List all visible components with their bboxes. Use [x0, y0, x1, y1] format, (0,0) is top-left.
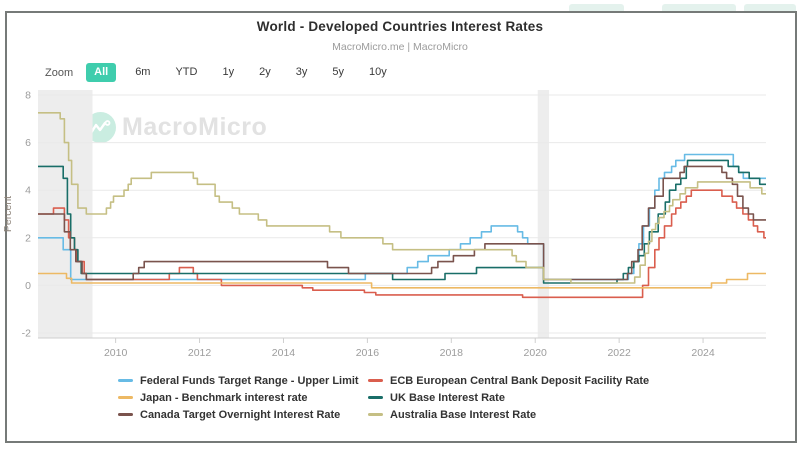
- chart-source-subtitle: MacroMicro.me | MacroMicro: [332, 41, 468, 53]
- x-tick-label: 2016: [356, 347, 380, 359]
- zoom-range-2y-button[interactable]: 2y: [259, 66, 271, 78]
- y-tick-label: 4: [25, 185, 31, 197]
- legend-dash-icon: [118, 413, 133, 416]
- zoom-label: Zoom: [45, 66, 74, 79]
- legend-dash-icon: [118, 396, 133, 399]
- zoom-toolbar: Zoom All 6m YTD 1y 2y 3y 5y 10y: [45, 63, 393, 82]
- y-tick-label: 8: [25, 90, 31, 102]
- zoom-range-ytd-button[interactable]: YTD: [175, 66, 198, 78]
- series-line[interactable]: [38, 272, 766, 289]
- series-line[interactable]: [38, 153, 766, 281]
- series-line[interactable]: [38, 165, 766, 281]
- x-tick-label: 2022: [607, 347, 631, 359]
- y-tick-label: 0: [25, 280, 31, 292]
- legend-dash-icon: [368, 396, 383, 399]
- legend-item-australia[interactable]: Australia Base Interest Rate: [368, 408, 649, 421]
- y-tick-label: 6: [25, 137, 31, 149]
- legend-dash-icon: [368, 379, 383, 382]
- zoom-range-3y-button[interactable]: 3y: [295, 66, 308, 78]
- x-tick-label: 2014: [272, 347, 296, 359]
- zoom-range-all-button[interactable]: All: [86, 63, 117, 82]
- x-tick-label: 2012: [188, 347, 212, 359]
- series-line[interactable]: [38, 112, 766, 284]
- zoom-range-1y-button[interactable]: 1y: [222, 66, 235, 78]
- y-tick-label: 2: [25, 232, 31, 244]
- legend-item-japan[interactable]: Japan - Benchmark interest rate: [118, 391, 368, 404]
- legend-dash-icon: [368, 413, 383, 416]
- series-line[interactable]: [38, 189, 766, 299]
- x-tick-label: 2020: [524, 347, 548, 359]
- legend-item-canada[interactable]: Canada Target Overnight Interest Rate: [118, 408, 368, 421]
- x-tick-label: 2018: [440, 347, 464, 359]
- zoom-range-5y-button[interactable]: 5y: [332, 66, 344, 78]
- zoom-range-6m-button[interactable]: 6m: [135, 66, 151, 78]
- legend-item-uk[interactable]: UK Base Interest Rate: [368, 391, 649, 404]
- page-title: World - Developed Countries Interest Rat…: [256, 19, 544, 34]
- x-tick-label: 2024: [691, 347, 715, 359]
- recession-band: [537, 90, 550, 338]
- x-tick-label: 2010: [104, 347, 128, 359]
- legend-item-ecb[interactable]: ECB European Central Bank Deposit Facili…: [368, 374, 649, 387]
- legend-dash-icon: [118, 379, 133, 382]
- legend-item-fed[interactable]: Federal Funds Target Range - Upper Limit: [118, 374, 368, 387]
- y-tick-label: -2: [22, 328, 31, 340]
- chart-legend: Federal Funds Target Range - Upper Limit…: [118, 374, 649, 421]
- zoom-range-10y-button[interactable]: 10y: [368, 66, 387, 78]
